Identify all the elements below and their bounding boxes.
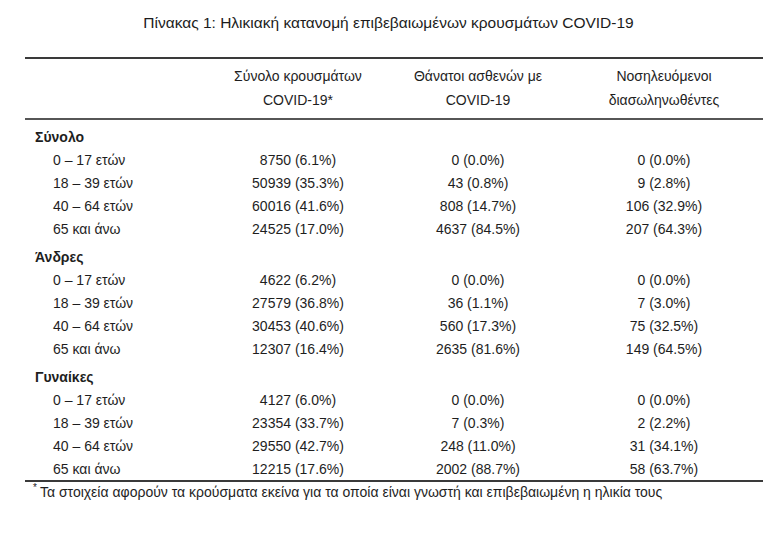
table-row: 65 και άνω 12307 (16.4%) 2635 (81.6%) 14… — [25, 337, 763, 360]
table-header: Σύνολο κρουσμάτων COVID-19* Θάνατοι ασθε… — [25, 59, 763, 120]
cases-value: 4127 (6.0%) — [205, 392, 391, 408]
table-row: 40 – 64 ετών 30453 (40.6%) 560 (17.3%) 7… — [25, 314, 763, 337]
age-group-label: 40 – 64 ετών — [25, 318, 205, 334]
section-header-women: Γυναίκες — [25, 365, 763, 388]
intubated-value: 0 (0.0%) — [565, 392, 763, 408]
col-header-line: Θάνατοι ασθενών με — [391, 64, 565, 88]
intubated-value: 75 (32.5%) — [565, 318, 763, 334]
deaths-value: 2002 (88.7%) — [391, 461, 565, 477]
age-group-label: 65 και άνω — [25, 461, 205, 477]
deaths-value: 0 (0.0%) — [391, 152, 565, 168]
deaths-value: 808 (14.7%) — [391, 198, 565, 214]
cases-value: 8750 (6.1%) — [205, 152, 391, 168]
age-group-label: 18 – 39 ετών — [25, 415, 205, 431]
cases-value: 50939 (35.3%) — [205, 175, 391, 191]
age-group-label: 40 – 64 ετών — [25, 438, 205, 454]
table-row: 0 – 17 ετών 4622 (6.2%) 0 (0.0%) 0 (0.0%… — [25, 268, 763, 291]
cases-value: 24525 (17.0%) — [205, 221, 391, 237]
section-label: Σύνολο — [25, 129, 205, 145]
age-group-label: 0 – 17 ετών — [25, 152, 205, 168]
table-row: 65 και άνω 24525 (17.0%) 4637 (84.5%) 20… — [25, 217, 763, 240]
col-header-intubated: Νοσηλευόμενοι διασωληνωθέντες — [565, 64, 763, 112]
deaths-value: 4637 (84.5%) — [391, 221, 565, 237]
intubated-value: 2 (2.2%) — [565, 415, 763, 431]
age-group-label: 0 – 17 ετών — [25, 272, 205, 288]
table-row: 18 – 39 ετών 27579 (36.8%) 36 (1.1%) 7 (… — [25, 291, 763, 314]
footnote-asterisk: * — [33, 482, 37, 493]
cases-value: 4622 (6.2%) — [205, 272, 391, 288]
cases-value: 12307 (16.4%) — [205, 341, 391, 357]
deaths-value: 7 (0.3%) — [391, 415, 565, 431]
age-group-label: 40 – 64 ετών — [25, 198, 205, 214]
deaths-value: 0 (0.0%) — [391, 392, 565, 408]
deaths-value: 36 (1.1%) — [391, 295, 565, 311]
section-header-men: Άνδρες — [25, 245, 763, 268]
section-label: Γυναίκες — [25, 369, 205, 385]
table-footnote: *Τα στοιχεία αφορούν τα κρούσματα εκείνα… — [25, 479, 763, 501]
col-header-line: COVID-19* — [205, 88, 391, 112]
intubated-value: 9 (2.8%) — [565, 175, 763, 191]
col-header-total-cases: Σύνολο κρουσμάτων COVID-19* — [205, 64, 391, 112]
cases-value: 60016 (41.6%) — [205, 198, 391, 214]
section-header-total: Σύνολο — [25, 125, 763, 148]
cases-value: 12215 (17.6%) — [205, 461, 391, 477]
table-row: 40 – 64 ετών 60016 (41.6%) 808 (14.7%) 1… — [25, 194, 763, 217]
deaths-value: 248 (11.0%) — [391, 438, 565, 454]
table-row: 0 – 17 ετών 8750 (6.1%) 0 (0.0%) 0 (0.0%… — [25, 148, 763, 171]
intubated-value: 106 (32.9%) — [565, 198, 763, 214]
age-group-label: 65 και άνω — [25, 341, 205, 357]
deaths-value: 2635 (81.6%) — [391, 341, 565, 357]
table-row: 18 – 39 ετών 23354 (33.7%) 7 (0.3%) 2 (2… — [25, 411, 763, 434]
covid-age-distribution-table: Σύνολο κρουσμάτων COVID-19* Θάνατοι ασθε… — [25, 57, 763, 482]
age-group-label: 0 – 17 ετών — [25, 392, 205, 408]
intubated-value: 0 (0.0%) — [565, 152, 763, 168]
intubated-value: 207 (64.3%) — [565, 221, 763, 237]
document-page: Πίνακας 1: Ηλικιακή κατανομή επιβεβαιωμέ… — [0, 0, 777, 547]
cases-value: 30453 (40.6%) — [205, 318, 391, 334]
col-header-line: Σύνολο κρουσμάτων — [205, 64, 391, 88]
col-header-line: διασωληνωθέντες — [565, 88, 763, 112]
deaths-value: 43 (0.8%) — [391, 175, 565, 191]
col-header-line: COVID-19 — [391, 88, 565, 112]
table-body: Σύνολο 0 – 17 ετών 8750 (6.1%) 0 (0.0%) … — [25, 125, 763, 482]
intubated-value: 7 (3.0%) — [565, 295, 763, 311]
intubated-value: 58 (63.7%) — [565, 461, 763, 477]
intubated-value: 0 (0.0%) — [565, 272, 763, 288]
age-group-label: 65 και άνω — [25, 221, 205, 237]
cases-value: 29550 (42.7%) — [205, 438, 391, 454]
deaths-value: 0 (0.0%) — [391, 272, 565, 288]
section-label: Άνδρες — [25, 249, 205, 265]
table-row: 40 – 64 ετών 29550 (42.7%) 248 (11.0%) 3… — [25, 434, 763, 457]
cases-value: 27579 (36.8%) — [205, 295, 391, 311]
col-header-line: Νοσηλευόμενοι — [565, 64, 763, 88]
table-title: Πίνακας 1: Ηλικιακή κατανομή επιβεβαιωμέ… — [0, 0, 777, 32]
age-group-label: 18 – 39 ετών — [25, 175, 205, 191]
intubated-value: 31 (34.1%) — [565, 438, 763, 454]
table-row: 0 – 17 ετών 4127 (6.0%) 0 (0.0%) 0 (0.0%… — [25, 388, 763, 411]
deaths-value: 560 (17.3%) — [391, 318, 565, 334]
cases-value: 23354 (33.7%) — [205, 415, 391, 431]
intubated-value: 149 (64.5%) — [565, 341, 763, 357]
table-row: 18 – 39 ετών 50939 (35.3%) 43 (0.8%) 9 (… — [25, 171, 763, 194]
footnote-text: Τα στοιχεία αφορούν τα κρούσματα εκείνα … — [40, 484, 662, 500]
col-header-deaths: Θάνατοι ασθενών με COVID-19 — [391, 64, 565, 112]
age-group-label: 18 – 39 ετών — [25, 295, 205, 311]
table-row: 65 και άνω 12215 (17.6%) 2002 (88.7%) 58… — [25, 457, 763, 480]
